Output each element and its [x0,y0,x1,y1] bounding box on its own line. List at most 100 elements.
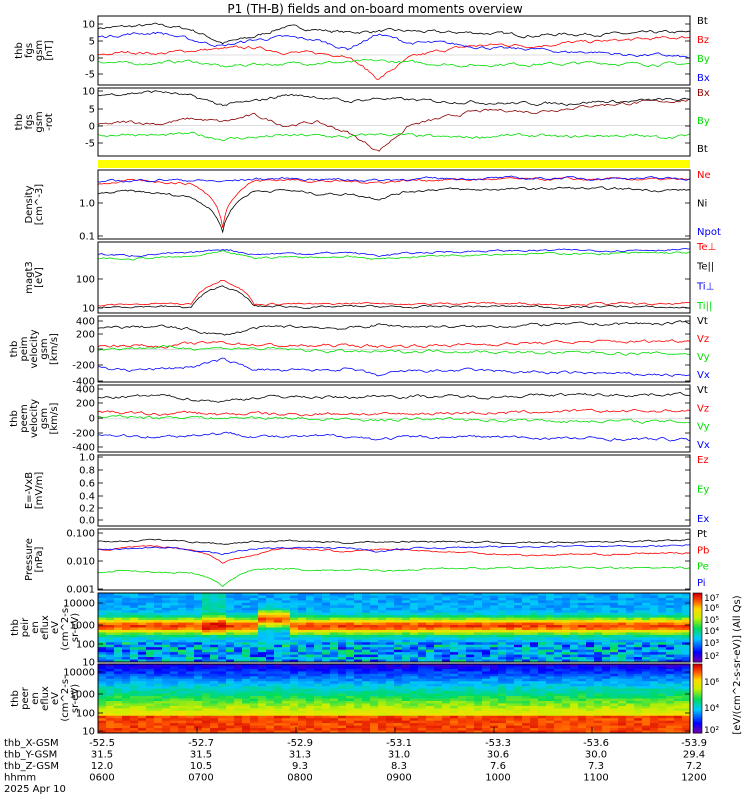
spectrogram-cell [594,705,603,709]
legend-entry: Bx [697,88,710,99]
spectrogram-cell [434,683,443,687]
spectrogram-cell [218,673,227,677]
spectrogram-cell [282,723,291,727]
spectrogram-cell [266,698,275,702]
spectrogram-cell [290,659,299,663]
spectrogram-cell [426,676,435,680]
spectrogram-cell [418,683,427,687]
spectrogram-cell [466,593,475,596]
colorbar-cell [693,705,702,708]
spectrogram-cell [394,715,403,719]
spectrogram-cell [562,673,571,677]
spectrogram-cell [530,686,539,690]
spectrogram-cell [370,600,379,604]
spectrogram-cell [298,642,307,646]
spectrogram-cell [530,629,539,633]
spectrogram-cell [114,622,123,626]
y-axis-label: peir [20,617,31,637]
spectrogram-cell [258,666,267,670]
spectrogram-cell [178,693,187,697]
spectrogram-cell [490,688,499,692]
spectrogram-cell [354,637,363,641]
spectrogram-cell [330,713,339,717]
spectrogram-cell [650,708,659,712]
spectrogram-cell [474,725,483,729]
panel-frame [97,241,691,314]
spectrogram-cell [226,654,235,658]
spectrogram-cell [314,725,323,729]
spectrogram-cell [490,673,499,677]
spectrogram-cell [562,691,571,695]
spectrogram-cell [194,659,203,663]
colorbar-cell [693,622,702,625]
spectrogram-cell [506,639,515,643]
spectrogram-cell [410,723,419,727]
spectrogram-cell [650,664,659,667]
spectrogram-cell [362,622,371,626]
spectrogram-cell [666,691,675,695]
spectrogram-cell [618,720,627,724]
spectrogram-cell [250,730,259,734]
panel-frame [97,663,691,734]
spectrogram-cell [98,668,107,672]
spectrogram-cell [394,649,403,653]
spectrogram-cell [122,673,131,677]
spectrogram-cell [642,625,651,628]
spectrogram-cell [330,693,339,697]
spectrogram-cell [650,700,659,704]
spectrogram-cell [322,620,331,624]
spectrogram-cell [218,668,227,672]
spectrogram-cell [266,725,275,729]
spectrogram-cell [98,696,107,699]
spectrogram-cell [410,664,419,667]
spectrogram-cell [266,647,275,651]
spectrogram-cell [186,718,195,722]
spectrogram-cell [354,718,363,722]
spectrogram-cell [162,652,171,656]
spectrogram-cell [610,632,619,636]
spectrogram-cell [530,713,539,717]
spectrogram-cell [394,688,403,692]
colorbar-frame [692,592,703,663]
spectrogram-cell [434,700,443,704]
spectrogram-cell [314,634,323,638]
spectrogram-cell [610,647,619,651]
y-tick-label: 200 [76,330,95,341]
spectrogram-cell [634,720,643,724]
spectrogram-cell [658,615,667,619]
spectrogram-cell [322,718,331,722]
spectrogram-cell [266,700,275,704]
spectrogram-cell [210,686,219,690]
spectrogram-cell [282,681,291,685]
spectrogram-cell [666,597,675,601]
spectrogram-cell [546,664,555,667]
spectrogram-cell [394,615,403,619]
spectrogram-cell [282,634,291,638]
colorbar-tick-label: 10⁷ [704,594,719,604]
spectrogram-cell [618,642,627,646]
spectrogram-cell [586,696,595,699]
spectrogram-cell [554,673,563,677]
spectrogram-cell [482,723,491,727]
spectrogram-cell [618,637,627,641]
spectrogram-cell [346,642,355,646]
spectrogram-cell [162,703,171,707]
spectrogram-cell [362,703,371,707]
spectrogram-cell [306,710,315,714]
spectrogram-cell [242,625,251,628]
spectrogram-cell [210,627,219,631]
spectrogram-cell [514,688,523,692]
spectrogram-cell [314,639,323,643]
spectrogram-cell [586,671,595,675]
y-tick-label: 0 [89,54,95,65]
colorbar-cell [693,632,702,635]
spectrogram-cell [458,595,467,599]
colorbar-cell [693,599,702,603]
spectrogram-cell [114,632,123,636]
spectrogram-cell [602,713,611,717]
spectrogram-cell [218,597,227,601]
spectrogram-cell [594,602,603,606]
spectrogram-cell [322,700,331,704]
spectrogram-cell [498,617,507,621]
spectrogram-cell [458,673,467,677]
